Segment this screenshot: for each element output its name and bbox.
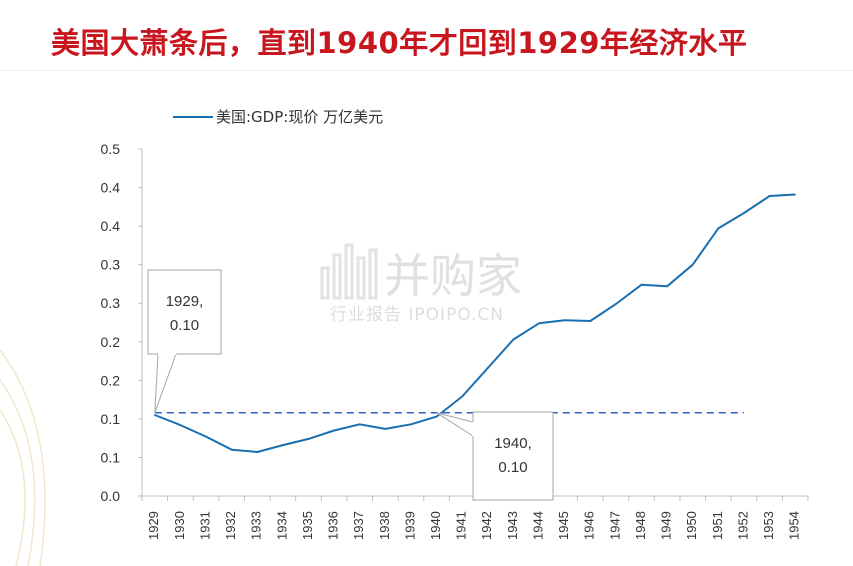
title-divider bbox=[0, 70, 853, 71]
x-tick-label: 1934 bbox=[274, 511, 289, 540]
callouts: 1929, 0.10 1940, 0.10 bbox=[147, 269, 554, 501]
data-point bbox=[256, 451, 259, 453]
x-tick-label: 1937 bbox=[351, 511, 366, 540]
legend-label: 美国:GDP:现价 万亿美元 bbox=[216, 108, 383, 126]
x-tick-label: 1931 bbox=[197, 511, 212, 540]
data-point bbox=[563, 319, 566, 321]
x-tick-label: 1936 bbox=[326, 511, 341, 540]
x-tick-label: 1950 bbox=[684, 511, 699, 540]
x-tick-label: 1951 bbox=[710, 511, 725, 540]
data-point bbox=[435, 415, 438, 418]
y-tick-label: 0.4 bbox=[101, 218, 121, 234]
page-title: 美国大萧条后，直到1940年才回到1929年经济水平 bbox=[51, 26, 748, 60]
x-tick-label: 1949 bbox=[659, 511, 674, 540]
callout-box bbox=[147, 269, 222, 355]
data-point bbox=[154, 414, 156, 416]
data-point bbox=[538, 322, 540, 325]
x-tick-label: 1941 bbox=[454, 511, 469, 540]
y-tick-label: 0.0 bbox=[101, 488, 121, 504]
data-point bbox=[717, 227, 720, 230]
x-tick-label: 1933 bbox=[249, 511, 264, 540]
decorative-arcs bbox=[0, 349, 46, 566]
data-point bbox=[487, 367, 489, 369]
callout-label: 0.10 bbox=[498, 459, 527, 476]
x-tick-label: 1953 bbox=[761, 511, 776, 540]
data-point bbox=[179, 424, 182, 426]
data-point bbox=[282, 444, 284, 446]
x-tick-label: 1954 bbox=[787, 511, 802, 540]
x-tick-label: 1935 bbox=[300, 511, 315, 540]
y-tick-label: 0.2 bbox=[101, 334, 121, 350]
data-point bbox=[666, 285, 668, 288]
x-tick-label: 1948 bbox=[633, 511, 648, 540]
x-tick-label: 1952 bbox=[735, 511, 750, 540]
x-tick-label: 1944 bbox=[530, 511, 545, 540]
watermark-logo-icon bbox=[320, 243, 378, 300]
callout-pointer bbox=[436, 412, 474, 437]
y-tick-label: 0.3 bbox=[101, 257, 121, 273]
series-line-gdp bbox=[154, 193, 796, 453]
y-tick-label: 0.5 bbox=[101, 141, 121, 157]
x-tick-label: 1932 bbox=[223, 511, 238, 540]
data-point bbox=[307, 438, 310, 440]
x-tick-label: 1940 bbox=[428, 511, 443, 540]
data-point bbox=[512, 338, 515, 341]
data-point bbox=[333, 429, 335, 432]
y-tick-label: 0.1 bbox=[101, 411, 121, 427]
watermark-subtext: 行业报告 IPOIPO.CN bbox=[330, 305, 504, 325]
x-tick-label: 1930 bbox=[172, 511, 187, 540]
data-point bbox=[358, 423, 361, 426]
data-point bbox=[461, 395, 463, 398]
data-point bbox=[230, 448, 233, 451]
watermark: 并购家 行业报告 IPOIPO.CN bbox=[320, 243, 522, 325]
data-point bbox=[743, 212, 745, 214]
callout-1940: 1940, 0.10 bbox=[436, 411, 554, 501]
callout-label: 1929, bbox=[166, 293, 204, 310]
x-tick-label: 1943 bbox=[505, 511, 520, 540]
callout-box bbox=[472, 411, 554, 501]
data-point bbox=[615, 303, 617, 305]
data-point bbox=[768, 195, 771, 197]
x-axis-ticks: 1929 1930 1931 1932 1933 1934 1935 1936 1937 1938… bbox=[141, 496, 809, 540]
x-tick-label: 1946 bbox=[582, 511, 597, 540]
data-point bbox=[691, 263, 694, 266]
watermark-text: 并购家 bbox=[384, 249, 522, 303]
series-lines bbox=[154, 193, 796, 453]
x-tick-label: 1947 bbox=[607, 511, 622, 540]
y-tick-label: 0.1 bbox=[101, 449, 121, 465]
data-point bbox=[589, 320, 592, 322]
y-tick-label: 0.3 bbox=[101, 295, 121, 311]
data-point bbox=[384, 428, 387, 430]
callout-label: 1940, bbox=[494, 435, 532, 452]
x-tick-label: 1945 bbox=[556, 511, 571, 540]
y-tick-label: 0.2 bbox=[101, 372, 121, 388]
data-point bbox=[410, 423, 412, 426]
callout-label: 0.10 bbox=[170, 317, 199, 334]
x-tick-label: 1942 bbox=[479, 511, 494, 540]
x-tick-label: 1929 bbox=[146, 511, 161, 540]
x-tick-label: 1939 bbox=[402, 511, 417, 540]
data-point bbox=[205, 435, 207, 438]
y-axis-ticks: 0.0 0.1 0.1 0.2 0.2 0.3 0.3 0.4 0.4 0.5 bbox=[101, 141, 142, 504]
data-point bbox=[794, 193, 796, 196]
x-tick-label: 1938 bbox=[377, 511, 392, 540]
y-tick-label: 0.4 bbox=[101, 180, 121, 196]
callout-1929: 1929, 0.10 bbox=[147, 269, 222, 413]
data-point bbox=[640, 283, 643, 286]
legend: 美国:GDP:现价 万亿美元 bbox=[173, 108, 383, 126]
callout-pointer bbox=[154, 353, 177, 413]
